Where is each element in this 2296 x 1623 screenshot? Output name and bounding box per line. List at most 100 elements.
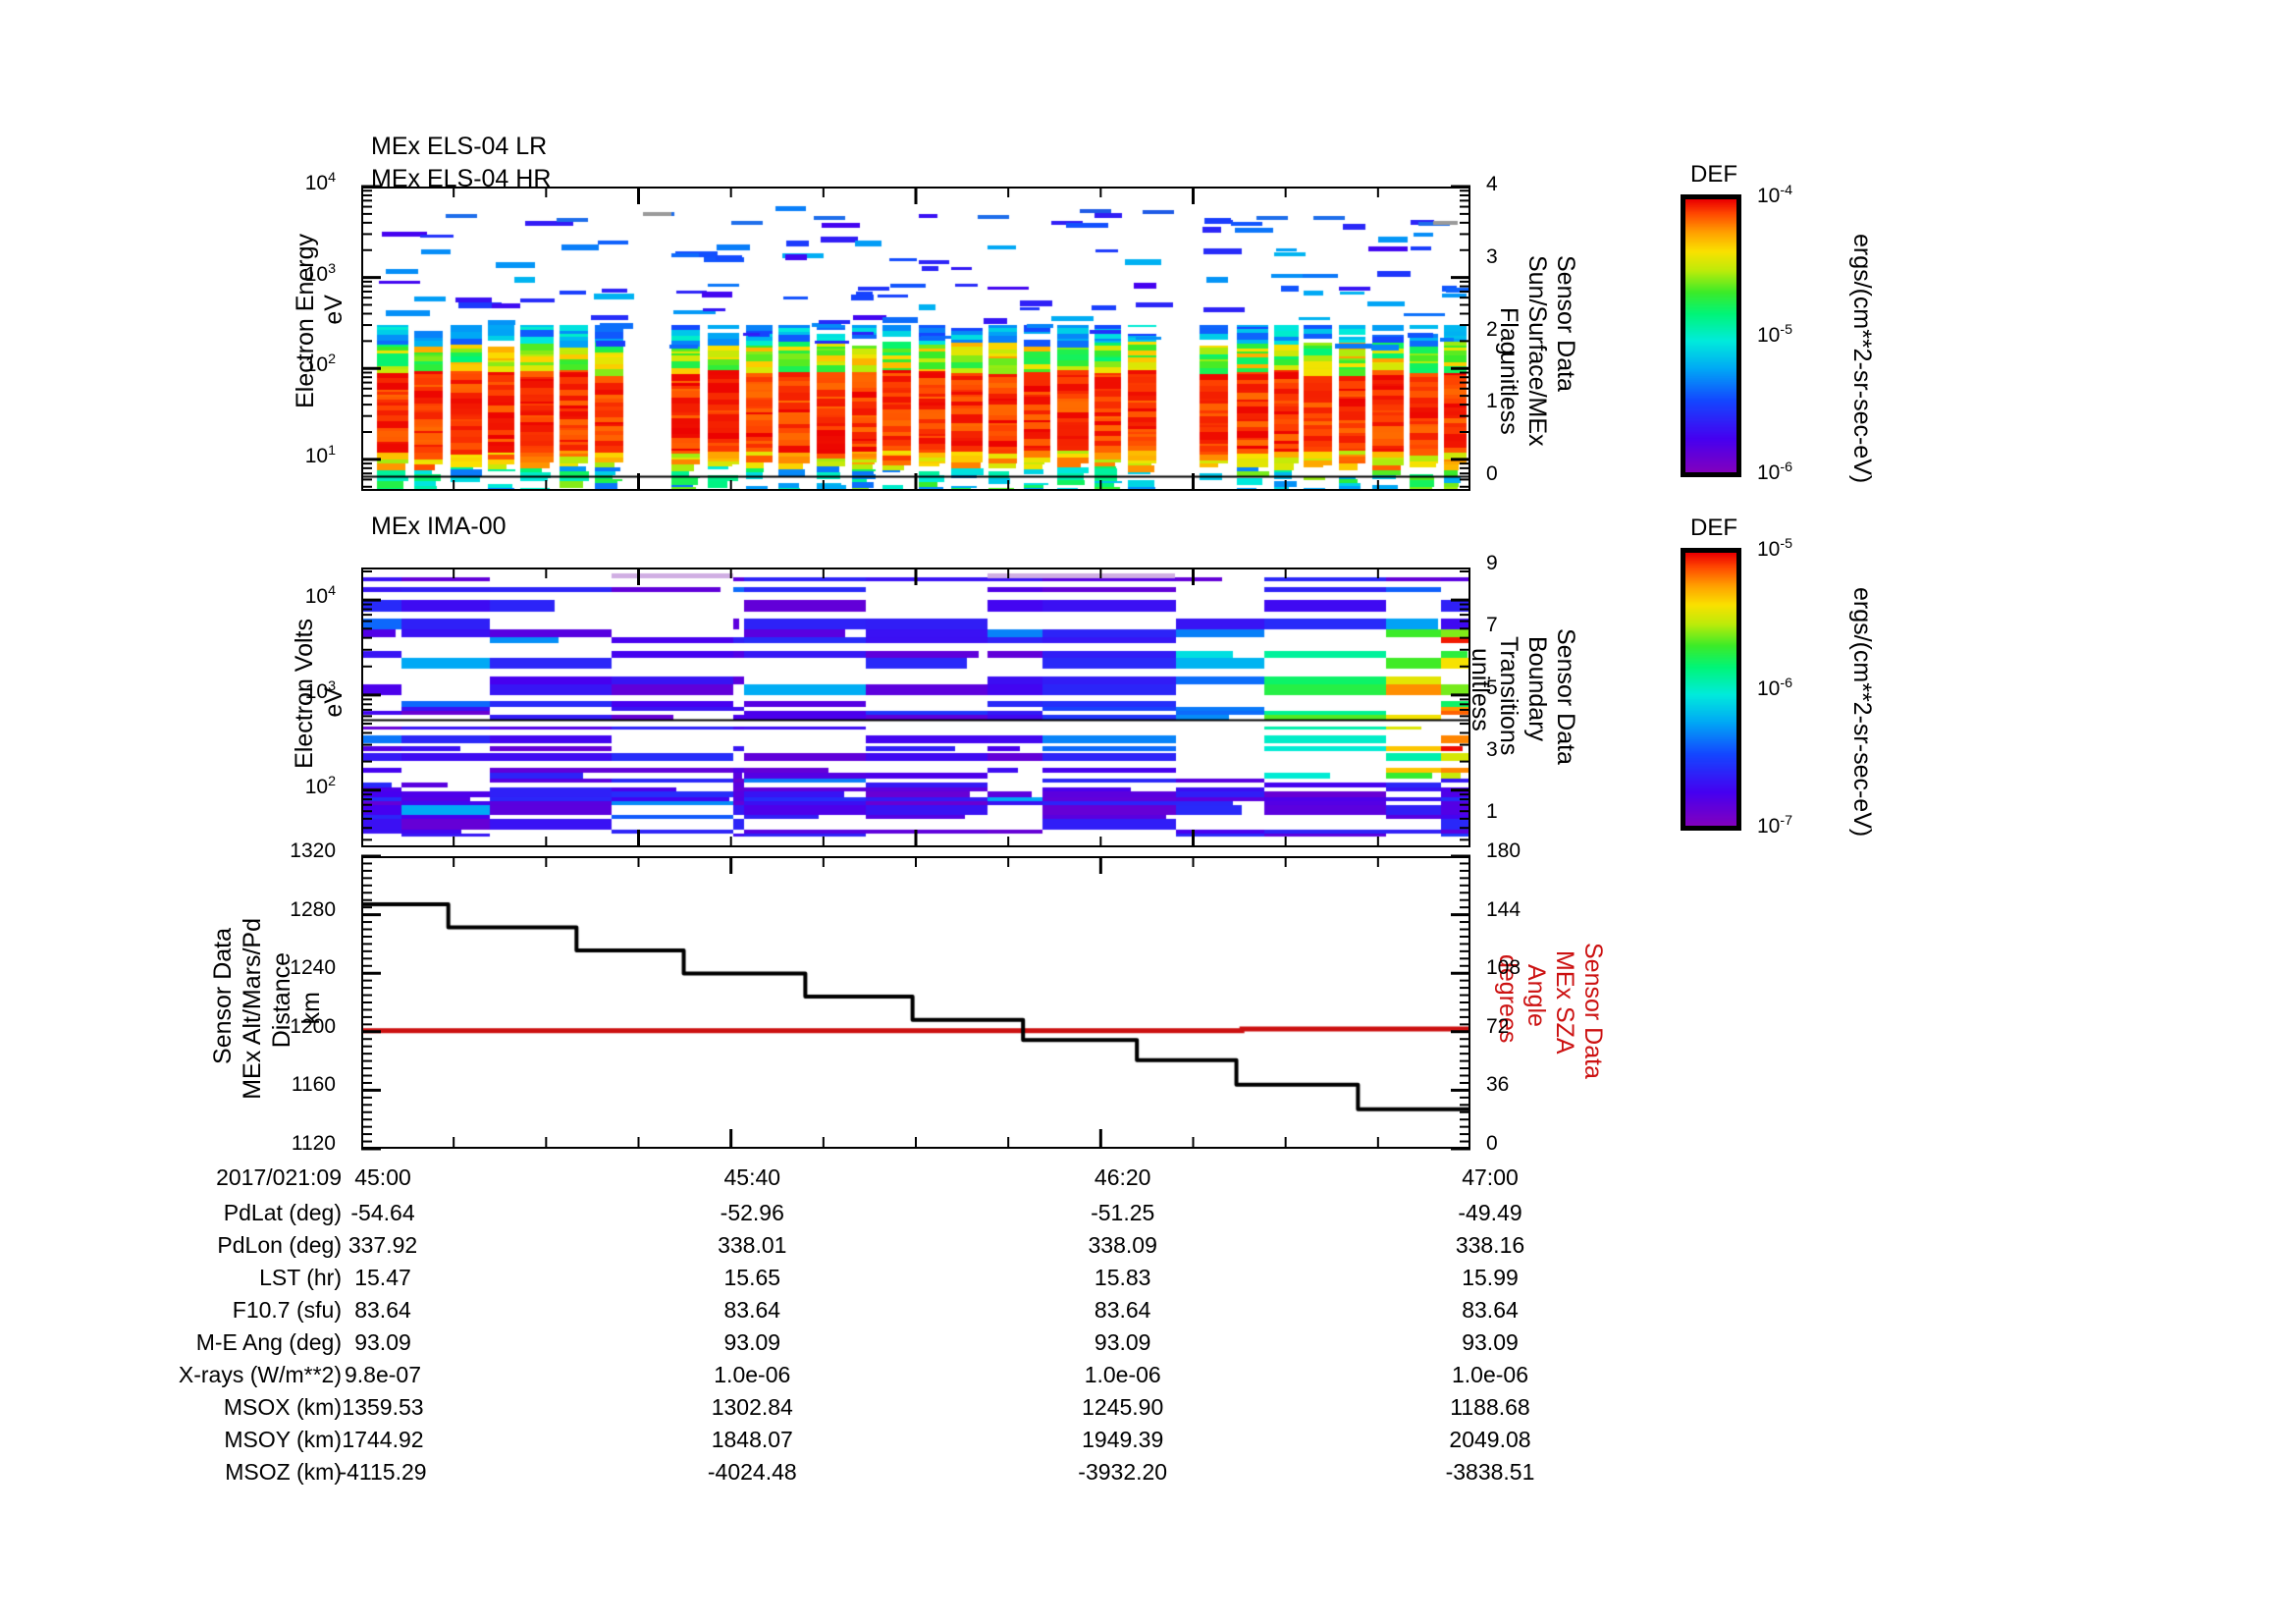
table-cell: -3838.51	[1445, 1459, 1535, 1485]
table-cell: 93.09	[354, 1329, 411, 1355]
table-cell: 1245.90	[1082, 1394, 1164, 1420]
colorbar-els-tick-top: 10-4	[1757, 183, 1793, 207]
table-row-label: LST (hr)	[259, 1265, 342, 1290]
alt-axis-ticks	[361, 854, 1470, 1151]
table-cell: 83.64	[723, 1297, 781, 1323]
ima-title: MEx IMA-00	[371, 513, 507, 540]
els-title-lr: MEx ELS-04 LR	[371, 133, 548, 160]
table-cell: 83.64	[354, 1297, 411, 1323]
table-cell: 1848.07	[711, 1427, 793, 1452]
colorbar-els-tick-bot: 10-6	[1757, 460, 1793, 484]
els-ytick-3: 103	[304, 260, 336, 286]
table-cell: 1949.39	[1082, 1427, 1164, 1452]
table-cell: -3932.20	[1078, 1459, 1168, 1485]
els-ytick-2: 102	[304, 352, 336, 377]
sza-right-label-3: Angle	[1522, 964, 1550, 1027]
els-title-hr: MEx ELS-04 HR	[371, 165, 552, 192]
table-cell: 93.09	[1462, 1329, 1519, 1355]
els-right-tick-3: 3	[1486, 244, 1498, 268]
table-row-label: PdLat (deg)	[223, 1200, 342, 1225]
table-cell: 1744.92	[342, 1427, 424, 1452]
ima-ytick-3: 103	[304, 677, 336, 703]
els-spectrogram-canvas	[363, 189, 1468, 489]
table-cell: 337.92	[347, 1232, 418, 1258]
els-right-label-3: Flag	[1495, 307, 1522, 355]
ima-xticks	[361, 830, 1470, 847]
table-cell: 1188.68	[1450, 1394, 1530, 1420]
table-cell: -52.96	[720, 1200, 784, 1225]
ima-right-label-2: Boundary	[1523, 636, 1551, 742]
els-spectrogram-panel	[361, 187, 1470, 491]
alt-ytick-1240: 1240	[290, 956, 336, 980]
table-row-label: 2017/021:09	[216, 1164, 342, 1190]
table-row-label: PdLon (deg)	[217, 1232, 342, 1258]
sza-right-tick-108: 108	[1486, 956, 1522, 980]
sza-right-tick-0: 0	[1486, 1132, 1498, 1155]
table-cell: -54.64	[350, 1200, 415, 1225]
table-cell: 83.64	[1094, 1297, 1151, 1323]
table-cell: -49.49	[1458, 1200, 1522, 1225]
alt-xticks-top	[361, 856, 1470, 874]
alt-ytick-1320: 1320	[290, 839, 336, 862]
table-cell: 15.65	[723, 1265, 781, 1290]
ima-spectrogram-panel	[361, 568, 1470, 847]
els-xticks-top	[361, 187, 1470, 204]
els-right-label-2: Sun/Surface/MEx	[1523, 255, 1551, 447]
table-cell: 1359.53	[342, 1394, 424, 1420]
alt-ytick-1120: 1120	[291, 1132, 336, 1155]
colorbar-ima-tick-top: 10-5	[1757, 536, 1793, 561]
sza-right-tick-36: 36	[1486, 1073, 1510, 1097]
sza-right-tick-72: 72	[1486, 1014, 1510, 1038]
altitude-sza-panel	[361, 856, 1470, 1149]
ima-right-tick-7: 7	[1486, 614, 1498, 637]
els-right-label-1: Sensor Data	[1552, 255, 1579, 392]
ima-right-tick-9: 9	[1486, 552, 1498, 574]
table-cell: 15.99	[1462, 1265, 1519, 1290]
alt-ylabel-2: MEx Alt/Mars/Pd	[239, 918, 266, 1100]
els-right-tick-0: 0	[1486, 462, 1498, 486]
altitude-sza-canvas	[363, 858, 1468, 1147]
table-row-label: M-E Ang (deg)	[195, 1329, 342, 1355]
colorbar-ima-units: ergs/(cm**2-sr-sec-eV)	[1848, 587, 1876, 838]
table-row-label: F10.7 (sfu)	[232, 1297, 342, 1323]
sza-right-tick-180: 180	[1486, 839, 1522, 862]
table-row-label: MSOX (km)	[223, 1394, 342, 1420]
table-cell: -4024.48	[707, 1459, 797, 1485]
colorbar-ima-gradient	[1685, 553, 1736, 826]
table-cell: 1302.84	[711, 1394, 793, 1420]
colorbar-ima-title: DEF	[1690, 514, 1737, 541]
ima-right-label-1: Sensor Data	[1552, 628, 1579, 765]
alt-ytick-1200: 1200	[290, 1014, 336, 1038]
table-cell: 1.0e-06	[714, 1362, 791, 1387]
ima-ytick-4: 104	[304, 583, 336, 609]
table-row-label: MSOY (km)	[224, 1427, 342, 1452]
ima-right-tick-5: 5	[1486, 676, 1498, 699]
sza-right-label-1: Sensor Data	[1579, 943, 1607, 1079]
els-ytick-4: 104	[304, 170, 336, 194]
table-cell: 338.09	[1088, 1232, 1157, 1258]
alt-xticks	[361, 1129, 1470, 1149]
ima-axis-ticks	[361, 570, 1470, 841]
colorbar-els-title: DEF	[1690, 161, 1737, 188]
els-xticks	[361, 473, 1470, 491]
table-cell: -4115.29	[339, 1459, 427, 1485]
colorbar-els-gradient	[1685, 199, 1736, 472]
table-cell: 15.47	[354, 1265, 411, 1290]
ima-ytick-2: 102	[304, 773, 336, 798]
table-cell: 338.16	[1455, 1232, 1525, 1258]
sza-right-label-2: MEx SZA	[1551, 950, 1578, 1055]
table-cell: -51.25	[1091, 1200, 1155, 1225]
table-cell: 93.09	[1094, 1329, 1151, 1355]
colorbar-ima-tick-mid: 10-6	[1757, 676, 1793, 700]
els-right-tick-4: 4	[1486, 173, 1498, 195]
colorbar-els-units: ergs/(cm**2-sr-sec-eV)	[1848, 234, 1876, 484]
alt-ytick-1160: 1160	[291, 1073, 336, 1097]
els-right-label-4: unitless	[1495, 352, 1522, 435]
table-cell: 45:40	[723, 1164, 781, 1190]
els-axis-ticks	[361, 185, 1470, 488]
table-cell: 1.0e-06	[1084, 1362, 1161, 1387]
alt-ytick-1280: 1280	[290, 897, 336, 921]
table-cell: 46:20	[1094, 1164, 1151, 1190]
ima-right-label-3: Transitions	[1495, 636, 1522, 756]
alt-ylabel-1: Sensor Data	[209, 928, 237, 1064]
